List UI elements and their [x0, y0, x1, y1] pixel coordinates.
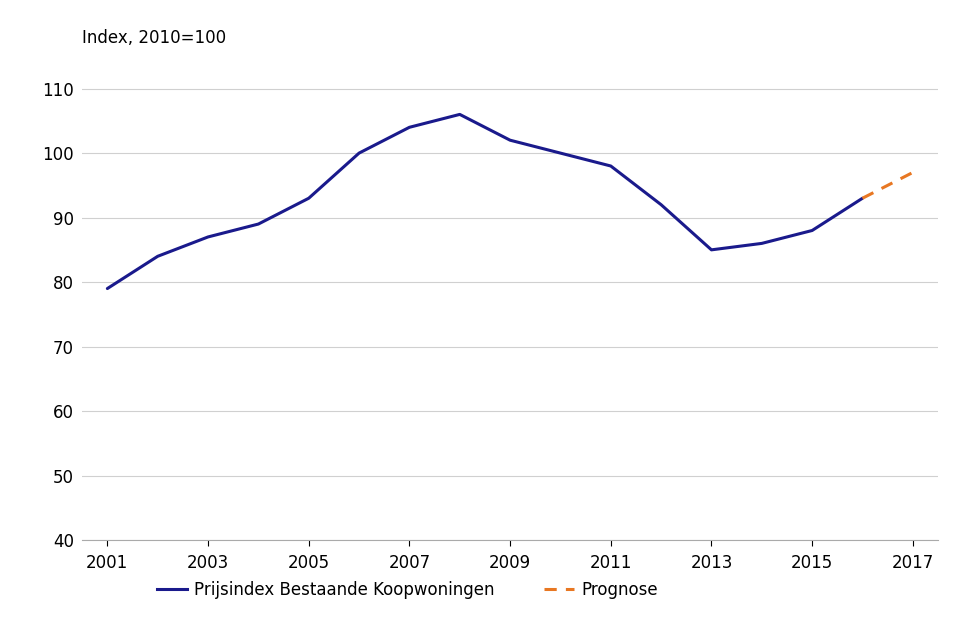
Legend: Prijsindex Bestaande Koopwoningen, Prognose: Prijsindex Bestaande Koopwoningen, Progn…	[151, 575, 664, 606]
Text: Index, 2010=100: Index, 2010=100	[82, 29, 226, 47]
